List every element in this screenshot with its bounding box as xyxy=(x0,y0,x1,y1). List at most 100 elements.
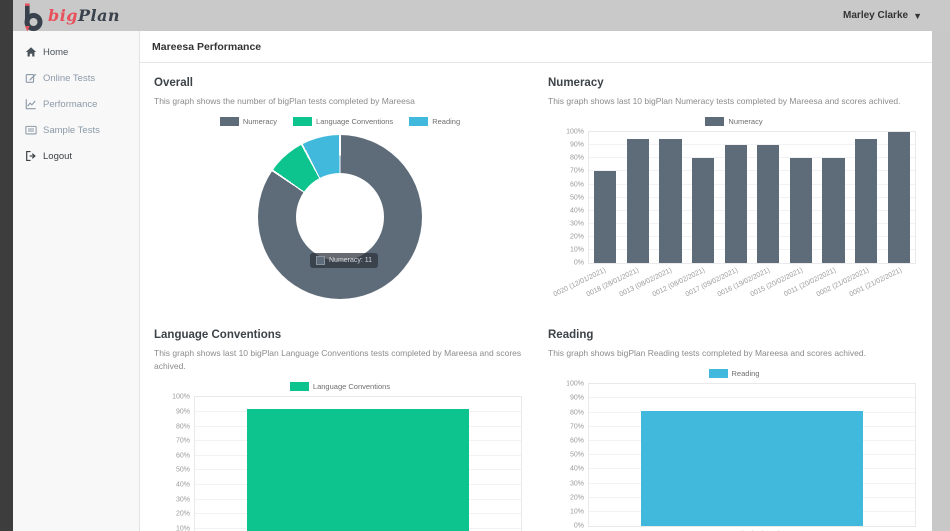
y-axis-tick-label: 10% xyxy=(175,525,190,531)
sidebar-item-label: Sample Tests xyxy=(43,124,100,136)
legend-swatch xyxy=(293,117,313,127)
user-name: Marley Clarke xyxy=(843,10,909,21)
dashboard-grid: Overall This graph shows the number of b… xyxy=(140,63,932,531)
y-axis-tick-label: 60% xyxy=(569,181,584,189)
bar xyxy=(757,145,780,264)
y-axis-tick-label: 60% xyxy=(569,437,584,445)
legend-swatch xyxy=(219,117,239,127)
language-conventions-bar-chart: 0%10%20%30%40%50%60%70%80%90%100% xyxy=(172,394,522,531)
edit-icon xyxy=(25,72,37,84)
legend-swatch xyxy=(289,382,309,392)
overall-donut-chart: Numeracy: 11 xyxy=(154,131,526,307)
chevron-down-icon: ▼ xyxy=(913,10,922,21)
y-axis-tick-label: 80% xyxy=(175,423,190,431)
section-desc-numeracy: This graph shows last 10 bigPlan Numerac… xyxy=(548,96,901,106)
chart-tooltip: Numeracy: 11 xyxy=(310,253,379,269)
gridline xyxy=(589,222,915,224)
sidebar-item-label: Performance xyxy=(43,98,98,110)
sidebar-item-online-tests[interactable]: Online Tests xyxy=(13,65,139,91)
tooltip-swatch xyxy=(316,256,325,266)
y-axis-tick-label: 100% xyxy=(566,380,584,388)
y-axis-tick-label: 100% xyxy=(172,393,190,401)
top-header: bigPlan Marley Clarke ▼ xyxy=(0,0,950,32)
legend-item[interactable]: Reading xyxy=(409,117,460,127)
numeracy-bar-chart: 0% 10% 20% 30% 40% 50% 60% 70% 80% 90% 100% 0020 (… xyxy=(553,129,916,299)
section-title-overall: Overall xyxy=(154,77,193,89)
bigplan-logo[interactable]: bigPlan xyxy=(20,1,120,32)
gridline xyxy=(589,196,915,198)
section-title-language-conventions: Language Conventions xyxy=(154,329,282,341)
y-axis-tick-label: 70% xyxy=(175,437,190,445)
gridline xyxy=(589,397,915,399)
plot-area: 0%10%20%30%40%50%60%70%80%90%100% xyxy=(172,394,522,531)
tooltip-text: Numeracy: 11 xyxy=(329,257,373,265)
line-chart-icon xyxy=(25,98,37,110)
gridline xyxy=(589,183,915,185)
y-axis-tick-label: 100% xyxy=(566,128,584,136)
numeracy-chart-legend: Numeracy xyxy=(548,116,920,127)
reading-bar-chart: 0% 10% 20% 30% 40% 50% 60% 70% 80% 90% 100% 0016 (… xyxy=(566,381,916,531)
reading-chart-legend: Reading xyxy=(548,368,920,379)
sidebar-item-home[interactable]: Home xyxy=(13,39,139,65)
list-icon xyxy=(25,124,37,136)
plot-area: 0%10%20%30%40%50%60%70%80%90%100% xyxy=(566,129,916,267)
legend-label: Numeracy xyxy=(728,117,763,127)
y-axis-tick-label: 40% xyxy=(569,465,584,473)
legend-swatch xyxy=(708,369,728,379)
y-axis-tick-label: 0% xyxy=(573,259,584,267)
main-panel: Mareesa Performance Overall This graph s… xyxy=(140,31,932,531)
y-axis-tick-label: 90% xyxy=(569,394,584,402)
section-numeracy: Numeracy This graph shows last 10 bigPla… xyxy=(546,65,926,317)
gridline xyxy=(589,249,915,251)
y-axis-tick-label: 30% xyxy=(569,220,584,228)
y-axis-tick-label: 10% xyxy=(569,246,584,254)
bar xyxy=(887,132,910,264)
x-axis-label: 0016 (23/02/2021) xyxy=(588,527,916,531)
bigplan-logo-text: bigPlan xyxy=(48,1,120,31)
legend-swatch xyxy=(409,117,429,127)
sidebar-item-sample-tests[interactable]: Sample Tests xyxy=(13,117,139,143)
sidebar-item-label: Online Tests xyxy=(43,72,96,84)
y-axis-tick-label: 90% xyxy=(175,408,190,416)
bar xyxy=(692,158,715,264)
section-desc-reading: This graph shows bigPlan Reading tests c… xyxy=(548,348,866,358)
y-axis-tick-label: 20% xyxy=(569,494,584,502)
legend-item[interactable]: Language Conventions xyxy=(293,117,393,127)
bar xyxy=(641,411,863,527)
y-axis-tick-label: 30% xyxy=(569,480,584,488)
page-title: Mareesa Performance xyxy=(140,31,932,63)
plot-area: 0%10%20%30%40%50%60%70%80%90%100% xyxy=(566,381,916,530)
home-icon xyxy=(25,46,37,58)
y-axis-tick-label: 70% xyxy=(569,167,584,175)
user-menu[interactable]: Marley Clarke ▼ xyxy=(843,0,922,31)
y-axis-tick-label: 40% xyxy=(569,207,584,215)
sidebar-item-logout[interactable]: Logout xyxy=(13,143,139,169)
y-axis-tick-label: 80% xyxy=(569,409,584,417)
x-axis-labels: 0020 (12/01/2021) 0018 (28/01/2021) 0013 (… xyxy=(553,264,916,298)
y-axis-tick-label: 0% xyxy=(573,522,584,530)
legend-item[interactable]: Reading xyxy=(708,369,759,379)
bar xyxy=(594,171,617,264)
legend-item[interactable]: Language Conventions xyxy=(289,382,390,392)
legend-swatch xyxy=(705,117,725,127)
gridline xyxy=(589,157,915,159)
bar xyxy=(247,409,469,531)
legend-item[interactable]: Numeracy xyxy=(705,117,763,127)
y-axis-tick-label: 50% xyxy=(175,466,190,474)
section-title-numeracy: Numeracy xyxy=(548,77,604,89)
gridline xyxy=(589,170,915,172)
y-axis-tick-label: 90% xyxy=(569,141,584,149)
bar xyxy=(659,138,682,264)
bar xyxy=(822,158,845,264)
donut-hole xyxy=(296,173,384,262)
y-axis-tick-label: 20% xyxy=(569,233,584,241)
legend-item[interactable]: Numeracy xyxy=(219,117,278,127)
section-overall: Overall This graph shows the number of b… xyxy=(152,65,532,317)
legend-label: Numeracy xyxy=(242,117,278,127)
donut-ring: Numeracy: 11 xyxy=(258,135,422,300)
sidebar-item-performance[interactable]: Performance xyxy=(13,91,139,117)
x-axis-labels: 0016 (23/02/2021) xyxy=(588,527,916,531)
logo-text-big: big xyxy=(48,6,78,25)
section-desc-language-conventions: This graph shows last 10 bigPlan Languag… xyxy=(154,348,522,372)
section-title-reading: Reading xyxy=(548,329,594,341)
